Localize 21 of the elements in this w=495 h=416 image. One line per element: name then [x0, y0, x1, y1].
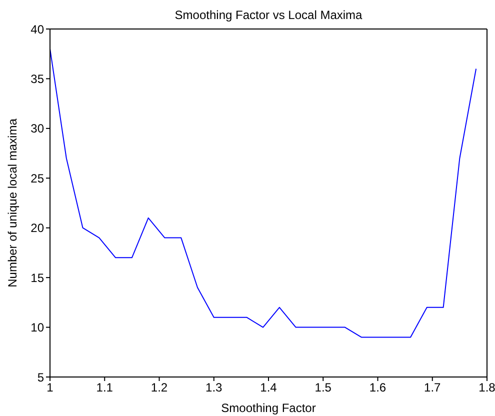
x-tick-label: 1.1	[96, 380, 114, 395]
chart-title: Smoothing Factor vs Local Maxima	[174, 8, 364, 22]
y-tick-label: 5	[37, 370, 44, 384]
x-axis-title: Smoothing Factor	[221, 401, 316, 415]
y-axis-title: Number of unique local maxima	[5, 118, 20, 288]
x-tick-label: 1.7	[424, 380, 442, 395]
x-tick-label: 1	[46, 380, 54, 395]
y-tick-label: 35	[30, 72, 44, 86]
x-tick-label: 1.5	[314, 380, 332, 395]
x-tick-label: 1.6	[369, 380, 386, 395]
y-tick-label: 20	[30, 221, 44, 236]
y-tick-label: 25	[30, 171, 44, 186]
y-tick-label: 30	[30, 122, 44, 136]
y-tick-label: 40	[30, 22, 44, 36]
x-tick-label: 1.4	[260, 380, 278, 395]
x-tick-label: 1.2	[150, 380, 168, 395]
x-tick-label: 1.3	[206, 380, 223, 395]
x-tick-label: 1.8	[478, 380, 495, 395]
y-tick-label: 10	[30, 320, 44, 335]
line-series	[50, 48, 477, 338]
y-tick-label: 15	[30, 270, 44, 285]
